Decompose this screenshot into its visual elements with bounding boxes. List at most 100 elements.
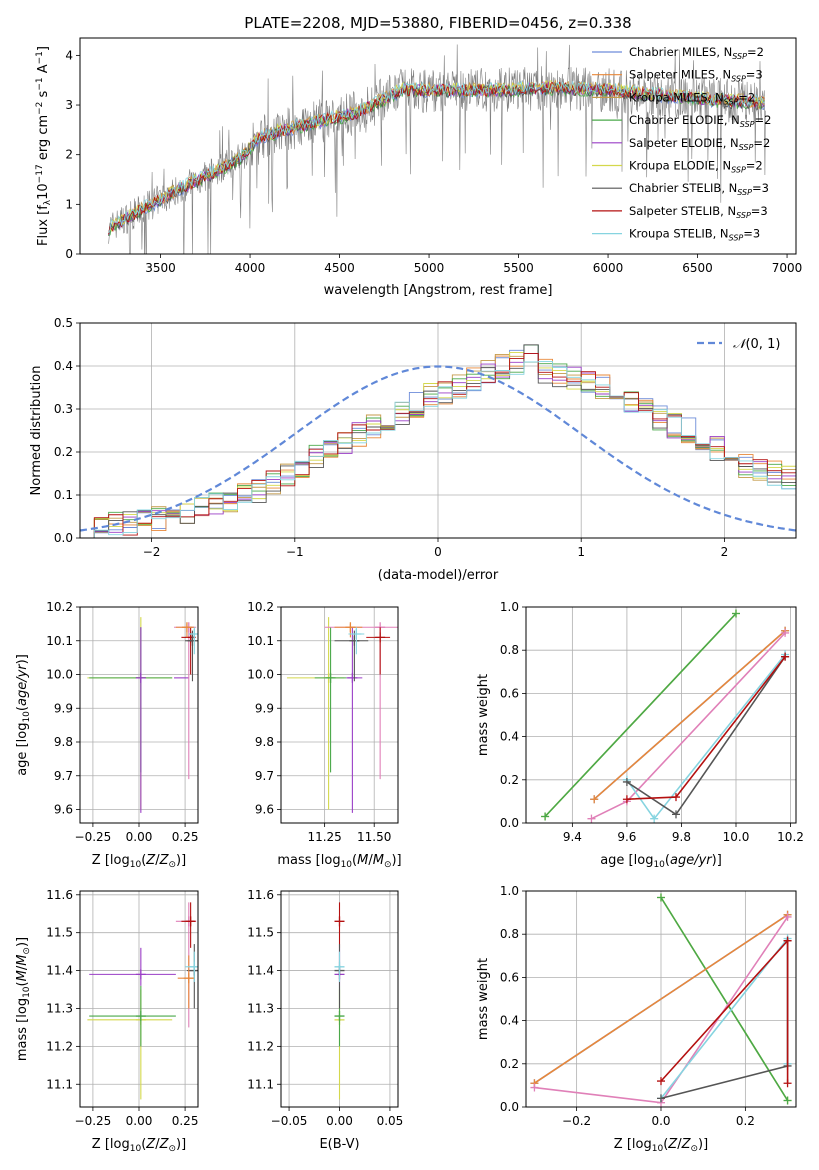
y-axis-label: Normed distribution — [29, 366, 44, 496]
point-ce — [89, 627, 173, 773]
plot-area — [80, 607, 198, 823]
point-sm — [334, 622, 363, 638]
y-tick-label: 0.6 — [500, 970, 519, 984]
y-tick-label: 10.2 — [46, 600, 73, 614]
x-axis-label: Z [log10(Z/Z⊙)] — [614, 1137, 708, 1154]
legend-label-se: Salpeter ELODIE, NSSP=2 — [629, 136, 770, 152]
x-tick-label: 0.00 — [126, 1114, 153, 1128]
marker — [135, 969, 146, 980]
series-ss — [657, 936, 792, 1088]
y-axis-label: mass [log10(M/M⊙)] — [15, 937, 32, 1061]
x-tick-label: 0.25 — [172, 830, 199, 844]
series-line — [591, 632, 786, 820]
y-axis-label: Flux [fλ10−17 erg cm−2 s−1 A−1] — [35, 46, 53, 246]
point-ce — [89, 985, 176, 1047]
model-spectrum-ks — [108, 80, 765, 233]
point-sm — [177, 955, 195, 1009]
series-ce — [541, 609, 740, 821]
x-tick-label: 0.0 — [651, 1114, 670, 1128]
y-tick-label: 0.4 — [54, 359, 73, 373]
series-marker — [650, 814, 659, 823]
y-tick-label: 0 — [65, 247, 73, 261]
legend-label-cm: Chabrier MILES, NSSP=2 — [629, 45, 764, 61]
series-pink — [587, 628, 790, 823]
y-tick-label: 9.7 — [54, 769, 73, 783]
panel-spectrum: 3500 4000 4500 5000 5500 6000 6500 7000 0 1 2 3 4 PLA… — [35, 14, 802, 298]
plot-area — [281, 891, 398, 1107]
series-marker — [657, 1077, 665, 1086]
legend-label-ce: Chabrier ELODIE, NSSP=2 — [629, 113, 771, 129]
legend-label-normal: 𝒩(0, 1) — [733, 337, 780, 352]
series-line — [533, 914, 789, 1084]
series-marker — [657, 1094, 665, 1103]
y-tick-label: 11.4 — [46, 964, 73, 978]
y-tick-label: 9.8 — [255, 735, 274, 749]
y-tick-label: 11.1 — [46, 1077, 73, 1091]
y-tick-label: 11.1 — [247, 1077, 274, 1091]
grid — [80, 323, 796, 538]
axes-frame — [280, 606, 399, 824]
plot-area — [526, 607, 796, 823]
series-cs — [622, 652, 790, 819]
point-se — [89, 947, 176, 986]
point-ss — [334, 902, 345, 948]
series-marker — [622, 777, 631, 786]
y-tick-label: 11.4 — [247, 964, 274, 978]
point-ks — [348, 627, 365, 655]
series-marker — [530, 1083, 539, 1092]
legend-label-sm: Salpeter MILES, NSSP=3 — [629, 68, 763, 84]
panel-age-Z: −0.25 0.00 0.25 9.6 9.7 9.8 9.9 10.0 10.1 10.2 Z [… — [15, 600, 199, 870]
point-ce — [314, 627, 347, 773]
x-axis-label: mass [log10(M/M⊙)] — [277, 853, 401, 870]
y-tick-label: 0.3 — [54, 402, 73, 416]
x-tick-label: 0.00 — [126, 830, 153, 844]
y-tick-label: 0.6 — [500, 686, 519, 700]
series-marker — [783, 1079, 792, 1088]
marker — [183, 973, 194, 984]
y-tick-label: 1.0 — [500, 600, 519, 614]
x-tick-label: 3500 — [145, 261, 176, 275]
y-tick-label: 1.0 — [500, 884, 519, 898]
marker — [135, 672, 146, 683]
marker — [185, 916, 196, 927]
y-tick-label: 11.2 — [247, 1039, 274, 1053]
y-tick-label: 1 — [65, 197, 73, 211]
x-tick-label: 11.50 — [357, 830, 391, 844]
y-axis-label: mass weight — [476, 674, 491, 756]
y-tick-label: 9.8 — [54, 735, 73, 749]
x-axis-label: E(B-V) — [319, 1137, 359, 1152]
legend-label-ss: Salpeter STELIB, NSSP=3 — [629, 204, 768, 220]
legend-label-ke: Kroupa ELODIE, NSSP=2 — [629, 159, 763, 175]
x-tick-label: −1 — [286, 545, 304, 559]
legend-label-ks: Kroupa STELIB, NSSP=3 — [629, 227, 760, 243]
y-tick-label: 2 — [65, 148, 73, 162]
marker — [325, 672, 336, 683]
marker — [351, 629, 362, 639]
series-marker — [783, 1096, 792, 1105]
grid — [80, 607, 198, 823]
x-tick-label: 4000 — [235, 261, 266, 275]
normal-curve — [80, 365, 796, 532]
series-marker — [672, 793, 680, 802]
series-marker — [732, 609, 740, 618]
grid — [80, 891, 198, 1107]
y-tick-label: 10.0 — [247, 668, 274, 682]
y-tick-label: 11.3 — [247, 1001, 274, 1015]
series-marker — [781, 652, 790, 661]
x-tick-label: 0.25 — [172, 1114, 199, 1128]
x-tick-label: 0 — [434, 545, 442, 559]
legend-label-cs: Chabrier STELIB, NSSP=3 — [629, 181, 769, 197]
plot-area — [526, 891, 796, 1107]
marker — [334, 916, 345, 927]
plot-area — [281, 607, 398, 823]
point-ks — [334, 951, 345, 982]
axes-frame — [79, 606, 199, 824]
y-tick-label: 0.2 — [54, 445, 73, 459]
marker — [334, 1011, 345, 1022]
y-tick-label: 10.1 — [46, 634, 73, 648]
marker — [187, 635, 198, 646]
x-tick-label: 4500 — [324, 261, 355, 275]
x-tick-label: −0.25 — [75, 1114, 112, 1128]
point-cs — [334, 630, 369, 682]
x-axis-label: Z [log10(Z/Z⊙)] — [92, 853, 186, 870]
